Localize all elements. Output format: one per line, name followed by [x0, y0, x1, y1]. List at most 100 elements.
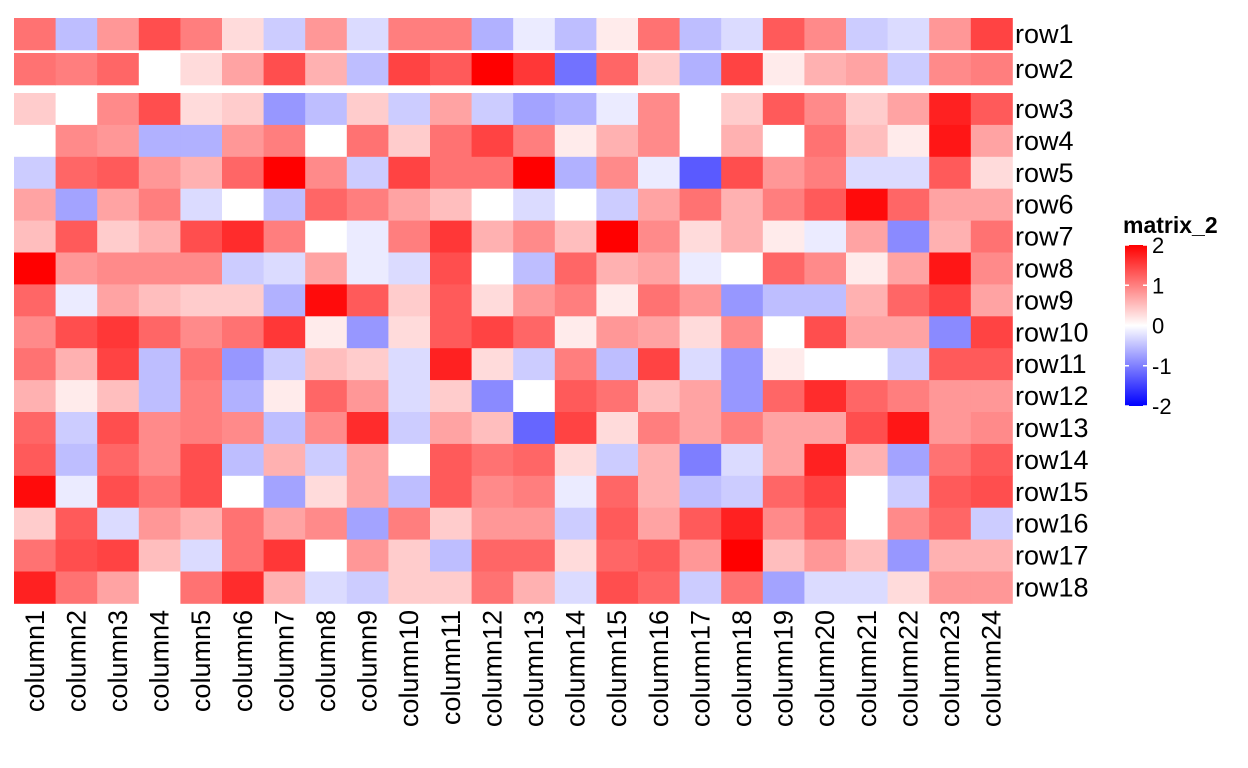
heatmap-cell — [596, 220, 639, 253]
heatmap-cell — [638, 124, 680, 158]
heatmap-cell — [846, 507, 888, 540]
heatmap-cell — [513, 507, 556, 540]
heatmap-cell — [346, 539, 389, 572]
heatmap-cell — [430, 380, 472, 413]
heatmap-cell — [554, 507, 597, 540]
heatmap-cell — [887, 284, 930, 317]
heatmap-cell — [346, 220, 389, 253]
row-label: row17 — [1015, 541, 1089, 571]
heatmap-cell — [471, 348, 514, 381]
heatmap-cell — [513, 316, 556, 349]
heatmap-cell — [762, 316, 805, 349]
heatmap-cell — [305, 507, 348, 540]
heatmap-cell — [97, 412, 140, 445]
heatmap-cell — [596, 93, 639, 126]
heatmap-cell — [762, 412, 805, 445]
heatmap-cell — [222, 53, 264, 86]
heatmap-cell — [346, 475, 389, 509]
heatmap-cell — [762, 53, 805, 86]
heatmap-cell — [804, 571, 847, 604]
heatmap-cell — [180, 156, 223, 190]
heatmap-cell — [638, 348, 680, 381]
heatmap-cell — [804, 220, 847, 253]
heatmap-cell — [14, 124, 56, 158]
heatmap-cell — [762, 18, 805, 51]
heatmap-cell — [887, 18, 930, 51]
heatmap-cell — [305, 188, 348, 221]
legend-ticks: 2 1 0 -1 -2 — [1125, 233, 1172, 419]
heatmap-cell — [679, 412, 722, 445]
heatmap-cell — [388, 412, 431, 445]
heatmap-cell — [305, 443, 348, 477]
heatmap-cell — [970, 124, 1013, 158]
heatmap-cell — [97, 18, 140, 51]
heatmap-cell — [388, 252, 431, 285]
heatmap-cell — [887, 380, 930, 413]
row-label: row14 — [1015, 445, 1089, 475]
heatmap-cell — [929, 348, 972, 381]
heatmap-cell — [970, 507, 1013, 540]
row-label: row2 — [1015, 54, 1074, 84]
heatmap-cell — [305, 156, 348, 190]
heatmap-cell — [180, 443, 223, 477]
heatmap-cell — [638, 475, 680, 509]
row-label: row11 — [1015, 349, 1087, 379]
heatmap-cell — [596, 443, 639, 477]
heatmap-cell — [14, 188, 56, 221]
heatmap-cell — [180, 380, 223, 413]
heatmap-cell — [513, 284, 556, 317]
heatmap-cell — [430, 348, 472, 381]
heatmap-cell — [929, 539, 972, 572]
heatmap-cell — [554, 348, 597, 381]
heatmap-cell — [222, 348, 264, 381]
heatmap-cell — [55, 475, 98, 509]
heatmap-cell — [14, 507, 56, 540]
heatmap-cell — [430, 316, 472, 349]
heatmap-cell — [887, 539, 930, 572]
heatmap-cell — [554, 220, 597, 253]
heatmap-cell — [430, 539, 472, 572]
heatmap-cell — [762, 284, 805, 317]
heatmap-cell — [430, 53, 472, 86]
heatmap-cell — [430, 188, 472, 221]
heatmap-cell — [471, 412, 514, 445]
heatmap-cell — [721, 252, 764, 285]
heatmap-cell — [222, 18, 264, 51]
heatmap-cell — [596, 18, 639, 51]
heatmap-cell — [222, 443, 264, 477]
heatmap-cell — [430, 252, 472, 285]
legend-tick-label: 0 — [1152, 314, 1164, 339]
heatmap-cell — [887, 507, 930, 540]
heatmap-cell — [596, 380, 639, 413]
heatmap-cell — [138, 380, 181, 413]
heatmap-cell — [638, 156, 680, 190]
heatmap-cell — [638, 571, 680, 604]
row-label: row4 — [1015, 126, 1074, 156]
heatmap-cell — [846, 475, 888, 509]
heatmap-cell — [471, 316, 514, 349]
heatmap-cell — [346, 18, 389, 51]
heatmap-cell — [55, 93, 98, 126]
heatmap-cell — [513, 252, 556, 285]
heatmap-cell — [263, 188, 306, 221]
heatmap-cell — [263, 220, 306, 253]
column-label: column21 — [852, 610, 882, 727]
heatmap-cell — [804, 348, 847, 381]
heatmap-cell — [471, 156, 514, 190]
heatmap-cell — [180, 539, 223, 572]
heatmap-cell — [762, 252, 805, 285]
heatmap-cell — [138, 507, 181, 540]
heatmap-cell — [14, 571, 56, 604]
heatmap-cell — [513, 443, 556, 477]
heatmap-cell — [97, 124, 140, 158]
heatmap-cell — [263, 571, 306, 604]
heatmap-cell — [721, 284, 764, 317]
heatmap-cell — [846, 18, 888, 51]
heatmap-cell — [263, 380, 306, 413]
heatmap-cell — [846, 348, 888, 381]
heatmap-cell — [222, 380, 264, 413]
heatmap-cell — [430, 507, 472, 540]
heatmap-cell — [55, 53, 98, 86]
heatmap-cell — [970, 220, 1013, 253]
heatmap-cell — [846, 571, 888, 604]
